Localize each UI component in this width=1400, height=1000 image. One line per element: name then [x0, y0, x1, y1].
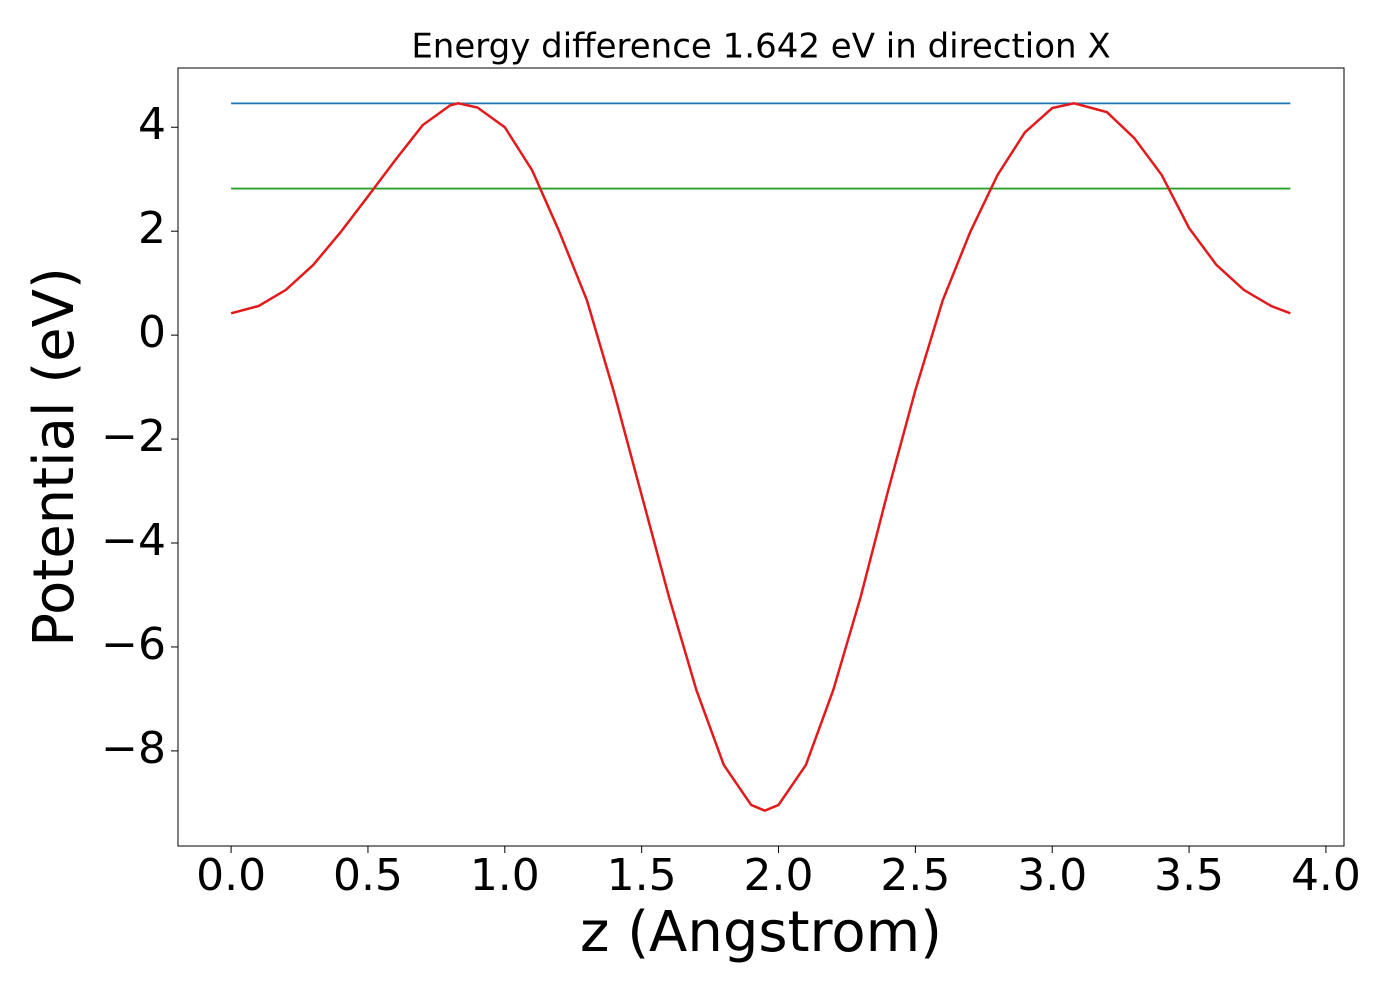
chart-title: Energy difference 1.642 eV in direction … [411, 27, 1110, 67]
y-tick-label: 2 [138, 203, 166, 254]
y-tick-label: −2 [101, 411, 166, 462]
x-tick-label: 4.0 [1291, 850, 1361, 901]
y-tick-label: 4 [138, 99, 166, 150]
x-tick-label: 0.5 [333, 850, 403, 901]
x-tick-label: 2.0 [744, 850, 814, 901]
x-tick-label: 2.5 [880, 850, 950, 901]
x-tick-label: 1.0 [470, 850, 540, 901]
x-tick-label: 1.5 [607, 850, 677, 901]
x-tick-label: 0.0 [196, 850, 266, 901]
plot-frame [177, 67, 1345, 847]
y-tick-label: −4 [101, 515, 166, 566]
y-axis-label: Potential (eV) [22, 267, 87, 647]
y-tick-label: −8 [101, 723, 166, 774]
x-axis-label: z (Angstrom) [580, 900, 942, 965]
y-tick-label: −6 [101, 619, 166, 670]
x-tick-label: 3.5 [1154, 850, 1224, 901]
x-tick-label: 3.0 [1017, 850, 1087, 901]
y-tick-label: 0 [138, 307, 166, 358]
data-line [230, 102, 1291, 813]
